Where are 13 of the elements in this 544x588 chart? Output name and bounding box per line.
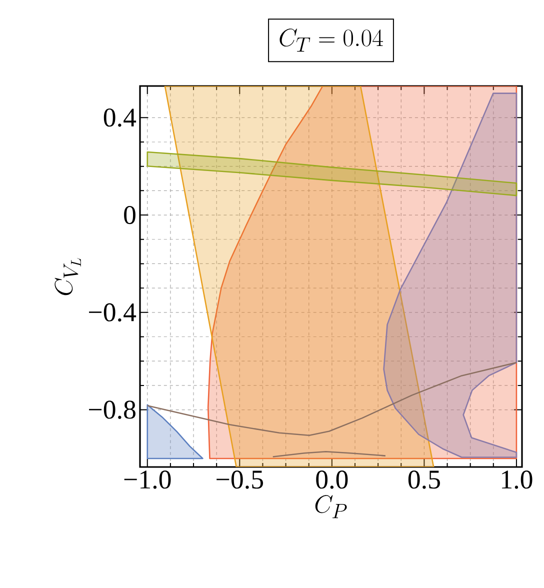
chart-title: $C_T = 0.04$ <box>280 28 383 52</box>
x-tick-label: 1.0 <box>502 470 532 489</box>
y-tick-label: 0 <box>124 206 136 224</box>
y-tick-label: 0.4 <box>104 108 136 127</box>
x-tick-label: −1.0 <box>124 470 171 489</box>
line-series <box>146 362 518 436</box>
x-tick-label: −0.5 <box>216 470 264 489</box>
x-tick-label: 0.0 <box>316 470 348 489</box>
y-tick-label: −0.8 <box>89 400 136 419</box>
y-tick-label: −0.4 <box>89 303 136 322</box>
y-axis-title: $C_{V_L}$ <box>54 258 81 296</box>
x-axis-title: $C_P$ <box>315 495 347 518</box>
x-tick-label: 0.5 <box>408 470 440 489</box>
